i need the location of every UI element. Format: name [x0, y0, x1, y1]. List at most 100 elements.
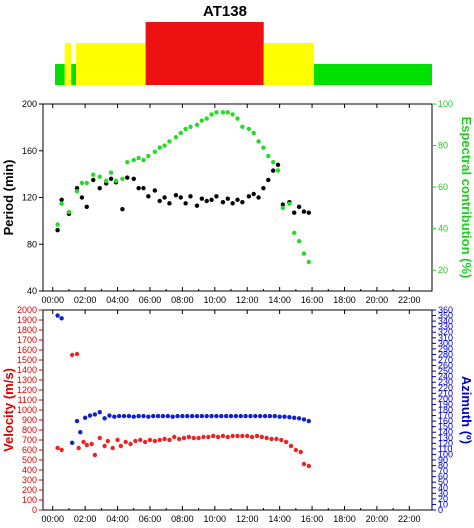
data-point — [89, 441, 94, 447]
y-tick-label: 1900 — [17, 315, 37, 325]
data-point — [146, 414, 151, 419]
data-point — [253, 413, 258, 419]
y-tick-label: 900 — [22, 415, 37, 425]
data-point — [108, 176, 114, 181]
data-point — [225, 434, 230, 440]
data-point — [183, 126, 188, 132]
y-tick-label: 1100 — [18, 395, 37, 405]
y2-tick-label: 90 — [438, 455, 448, 465]
data-point — [292, 230, 297, 236]
data-point — [214, 110, 219, 115]
data-point — [110, 445, 115, 451]
data-point — [259, 434, 265, 440]
y2-tick-label: 60 — [438, 472, 448, 482]
data-point — [97, 410, 102, 415]
y-tick-label: 0 — [32, 505, 37, 515]
data-point — [267, 413, 273, 419]
y2-tick-label: 260 — [438, 361, 453, 371]
data-point — [131, 414, 136, 419]
data-point — [230, 112, 235, 117]
data-point — [146, 194, 151, 199]
y-tick-label: 1600 — [17, 345, 37, 355]
data-point — [142, 439, 148, 445]
data-point — [113, 178, 119, 184]
data-point — [301, 209, 307, 214]
y-tick-label: 100 — [22, 495, 37, 505]
data-point — [280, 202, 286, 207]
y2-tick-label: 180 — [438, 405, 453, 415]
y2-tick-label: 230 — [438, 377, 453, 387]
y-tick-label: 1300 — [17, 375, 37, 385]
data-point — [296, 416, 302, 421]
x-tick-label: 00:00 — [41, 295, 64, 305]
data-point — [107, 413, 112, 418]
data-point — [194, 413, 200, 419]
data-point — [69, 352, 75, 358]
data-point — [296, 204, 302, 210]
data-point — [181, 435, 187, 441]
data-point — [209, 112, 214, 117]
chart-title: AT138 — [203, 3, 247, 20]
x-tick-label: 20:00 — [366, 295, 389, 305]
timeline-segment — [145, 22, 264, 85]
data-point — [254, 433, 260, 439]
data-point — [147, 437, 153, 443]
data-point — [74, 418, 80, 424]
data-point — [287, 415, 292, 420]
data-point — [59, 201, 64, 206]
timeline-segment — [263, 43, 314, 85]
x-tick-label: 22:00 — [398, 295, 421, 305]
y2-tick-label: 100 — [438, 449, 453, 459]
data-point — [230, 433, 235, 439]
data-point — [121, 413, 127, 419]
data-point — [194, 122, 200, 127]
y-tick-label: 40 — [27, 286, 37, 296]
data-point — [102, 443, 107, 449]
data-point — [233, 413, 239, 419]
y-tick-label: 1400 — [17, 365, 37, 375]
y2-tick-label: 360 — [438, 305, 453, 315]
data-point — [246, 194, 252, 199]
data-point — [306, 259, 312, 265]
y2-tick-label: 20 — [438, 265, 448, 275]
data-point — [257, 413, 263, 419]
data-point — [220, 110, 226, 115]
data-point — [105, 438, 111, 444]
plot-frame — [42, 309, 433, 511]
data-point — [235, 116, 240, 121]
data-point — [292, 415, 297, 420]
y2-tick-label: 40 — [438, 224, 448, 234]
timeline-segment — [64, 43, 72, 85]
data-point — [214, 413, 219, 419]
data-point — [128, 441, 133, 447]
data-point — [118, 443, 124, 449]
data-point — [306, 463, 312, 469]
data-point — [199, 118, 205, 123]
data-point — [219, 413, 224, 419]
data-point — [55, 228, 60, 233]
data-point — [301, 251, 307, 256]
y2-tick-label: 160 — [438, 416, 453, 426]
data-point — [97, 185, 102, 191]
y-tick-label: 800 — [22, 425, 37, 435]
data-point — [262, 413, 268, 419]
data-point — [275, 162, 281, 167]
y2-tick-label: 40 — [438, 483, 448, 493]
y2-tick-label: 310 — [438, 333, 453, 343]
data-point — [251, 130, 256, 136]
data-point — [125, 159, 130, 165]
data-point — [78, 430, 83, 435]
data-point — [189, 413, 195, 419]
timeline-segment — [71, 64, 77, 85]
data-point — [69, 440, 75, 445]
data-point — [55, 222, 60, 227]
x-tick-label: 00:00 — [41, 514, 64, 524]
x-tick-label: 08:00 — [171, 295, 194, 305]
x-tick-label: 20:00 — [366, 514, 389, 524]
data-point — [108, 170, 114, 175]
y2-tick-label: 150 — [438, 422, 453, 432]
data-point — [141, 185, 146, 191]
data-point — [274, 436, 279, 442]
y-tick-label: 1000 — [17, 405, 37, 415]
data-point — [160, 413, 166, 419]
